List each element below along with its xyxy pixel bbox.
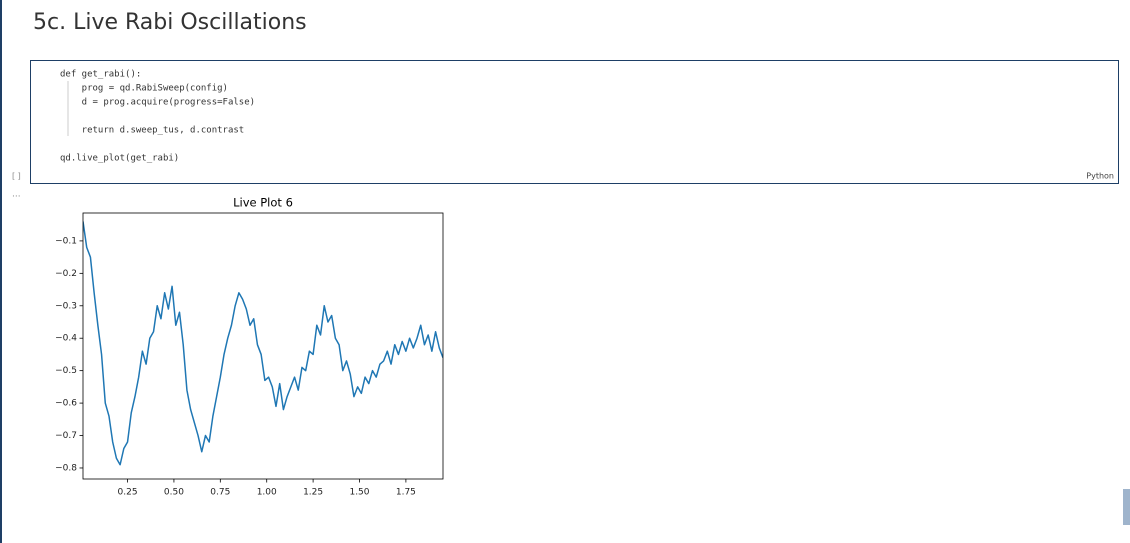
scrollbar-thumb[interactable] xyxy=(1123,489,1130,525)
y-tick-label: −0.5 xyxy=(55,366,77,376)
code-line: def get_rabi(): xyxy=(60,70,141,80)
data-line xyxy=(83,221,443,466)
y-tick-label: −0.4 xyxy=(55,334,77,344)
y-tick-label: −0.8 xyxy=(55,463,77,473)
code-line: d = prog.acquire(progress=False) xyxy=(60,98,255,108)
code-line: prog = qd.RabiSweep(config) xyxy=(60,84,228,94)
active-cell-bar xyxy=(0,0,2,543)
code-line: qd.live_plot(get_rabi) xyxy=(60,154,179,164)
x-tick-label: 1.75 xyxy=(396,488,416,498)
chart-title: Live Plot 6 xyxy=(233,196,293,210)
y-tick-label: −0.1 xyxy=(55,236,77,246)
x-tick-label: 1.50 xyxy=(349,488,369,498)
x-tick-label: 1.00 xyxy=(257,488,277,498)
x-tick-label: 0.75 xyxy=(210,488,230,498)
y-tick-label: −0.3 xyxy=(55,301,77,311)
y-tick-label: −0.2 xyxy=(55,269,77,279)
cell-prompt[interactable]: [ ] xyxy=(12,172,21,181)
cell-language[interactable]: Python xyxy=(1086,172,1114,181)
x-tick-label: 1.25 xyxy=(303,488,323,498)
x-tick-label: 0.25 xyxy=(118,488,138,498)
code-line: return d.sweep_tus, d.contrast xyxy=(60,126,244,136)
x-tick-label: 0.50 xyxy=(164,488,184,498)
output-prompt: ... xyxy=(12,190,21,200)
code-cell[interactable] xyxy=(30,60,1119,184)
plot-frame xyxy=(82,212,444,480)
y-tick-label: −0.6 xyxy=(55,399,77,409)
heading: 5c. Live Rabi Oscillations xyxy=(33,10,307,35)
y-tick-label: −0.7 xyxy=(55,431,77,441)
